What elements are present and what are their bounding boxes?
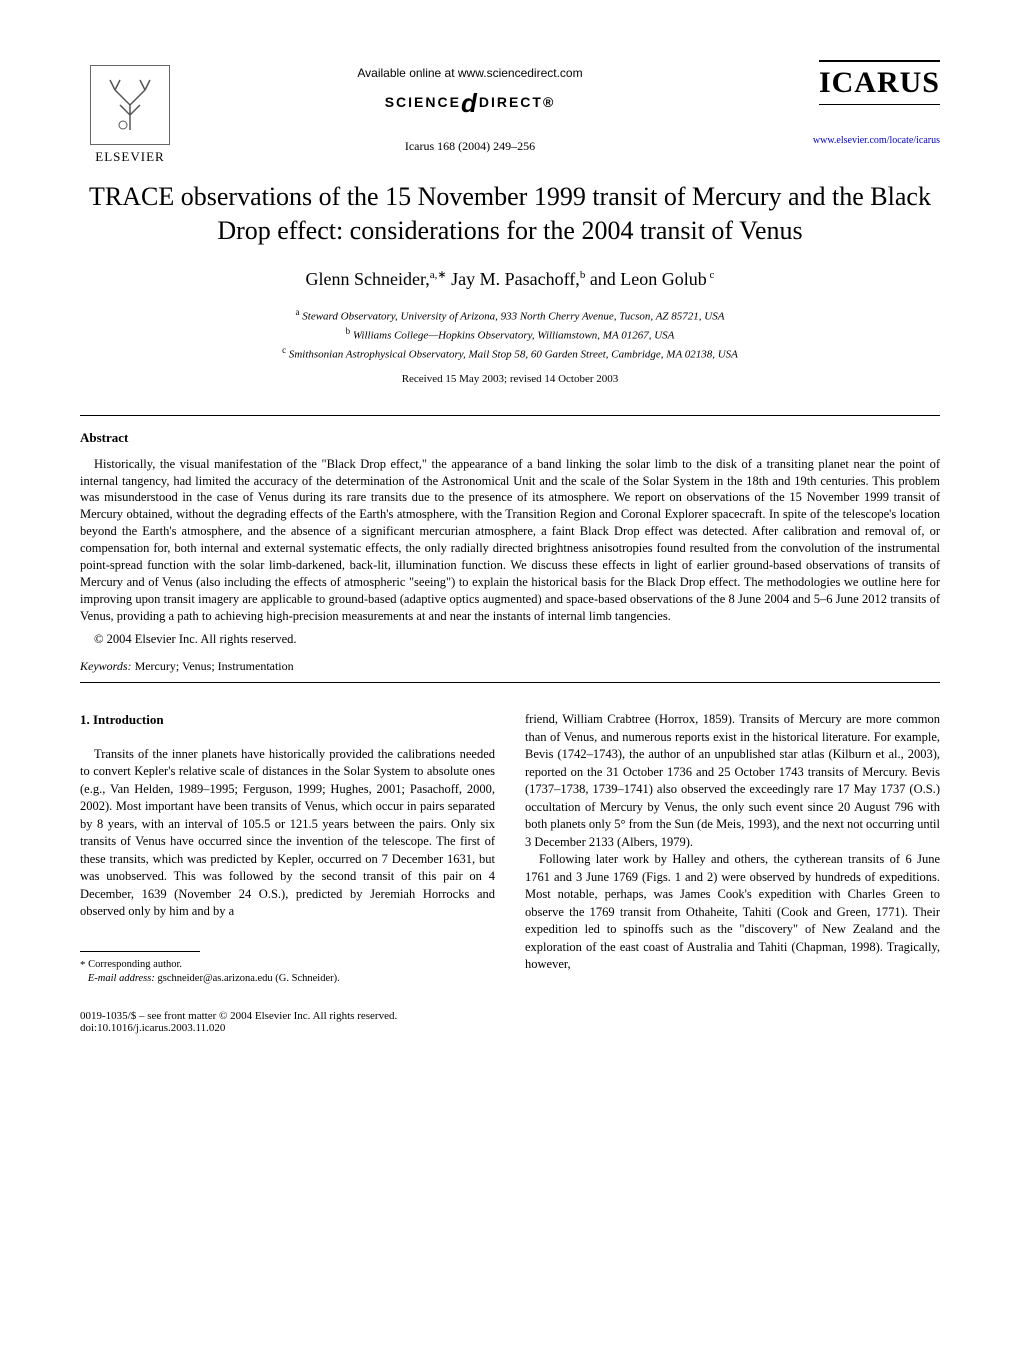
right-column: friend, William Crabtree (Horrox, 1859).…	[525, 711, 940, 985]
center-header: Available online at www.sciencedirect.co…	[180, 60, 760, 154]
author-1-sup: a,∗	[430, 269, 447, 281]
sd-suffix: DIRECT®	[479, 94, 555, 110]
keywords-line: Keywords: Mercury; Venus; Instrumentatio…	[80, 659, 940, 674]
affiliation-c: c Smithsonian Astrophysical Observatory,…	[80, 344, 940, 363]
journal-reference: Icarus 168 (2004) 249–256	[180, 139, 760, 154]
author-2-sup: b	[580, 269, 586, 281]
affiliation-a: a Steward Observatory, University of Ari…	[80, 306, 940, 325]
email-address: gschneider@as.arizona.edu (G. Schneider)…	[155, 973, 340, 984]
affiliation-b: b Williams College—Hopkins Observatory, …	[80, 325, 940, 344]
author-2: Jay M. Pasachoff,	[451, 269, 580, 289]
received-dates: Received 15 May 2003; revised 14 October…	[80, 373, 940, 385]
two-column-body: 1. Introduction Transits of the inner pl…	[80, 711, 940, 985]
sd-d-icon: d	[461, 88, 479, 118]
journal-name: ICARUS	[819, 60, 940, 105]
elsevier-tree-icon	[90, 65, 170, 145]
sd-prefix: SCIENCE	[385, 94, 461, 110]
keywords-values: Mercury; Venus; Instrumentation	[132, 659, 294, 673]
author-1: Glenn Schneider,	[306, 269, 430, 289]
authors-line: Glenn Schneider,a,∗ Jay M. Pasachoff,b a…	[80, 268, 940, 290]
affiliation-b-text: Williams College—Hopkins Observatory, Wi…	[353, 329, 675, 341]
footer-doi: doi:10.1016/j.icarus.2003.11.020	[80, 1022, 940, 1034]
abstract-body: Historically, the visual manifestation o…	[80, 456, 940, 625]
journal-name-box: ICARUS www.elsevier.com/locate/icarus	[760, 60, 940, 146]
page-header: ELSEVIER Available online at www.science…	[80, 60, 940, 170]
intro-heading: 1. Introduction	[80, 711, 495, 729]
available-online-text: Available online at www.sciencedirect.co…	[180, 66, 760, 80]
journal-url-link[interactable]: www.elsevier.com/locate/icarus	[760, 135, 940, 146]
affiliations: a Steward Observatory, University of Ari…	[80, 306, 940, 363]
corresponding-author-text: Corresponding author.	[88, 959, 182, 970]
footer-front-matter: 0019-1035/$ – see front matter © 2004 El…	[80, 1010, 940, 1022]
footnote-corresponding: * Corresponding author.	[80, 958, 495, 972]
intro-para-1: Transits of the inner planets have histo…	[80, 746, 495, 921]
email-label: E-mail address:	[88, 973, 155, 984]
keywords-label: Keywords:	[80, 659, 132, 673]
author-3-sup: c	[707, 269, 715, 281]
affiliation-c-text: Smithsonian Astrophysical Observatory, M…	[289, 348, 738, 360]
abstract-heading: Abstract	[80, 430, 940, 446]
divider	[80, 682, 940, 683]
copyright-line: © 2004 Elsevier Inc. All rights reserved…	[80, 632, 940, 647]
footnote-divider	[80, 951, 200, 952]
divider	[80, 415, 940, 416]
elsevier-logo: ELSEVIER	[80, 60, 180, 170]
article-title: TRACE observations of the 15 November 19…	[80, 180, 940, 248]
affiliation-a-text: Steward Observatory, University of Arizo…	[302, 310, 724, 322]
author-3: and Leon Golub	[590, 269, 707, 289]
sciencedirect-logo: SCIENCEdDIRECT®	[180, 88, 760, 119]
elsevier-label: ELSEVIER	[95, 149, 164, 165]
footnote-email: E-mail address: gschneider@as.arizona.ed…	[80, 972, 495, 986]
left-column: 1. Introduction Transits of the inner pl…	[80, 711, 495, 985]
asterisk-icon: *	[80, 959, 86, 971]
col2-para-2: Following later work by Halley and other…	[525, 851, 940, 974]
col2-para-1: friend, William Crabtree (Horrox, 1859).…	[525, 711, 940, 851]
